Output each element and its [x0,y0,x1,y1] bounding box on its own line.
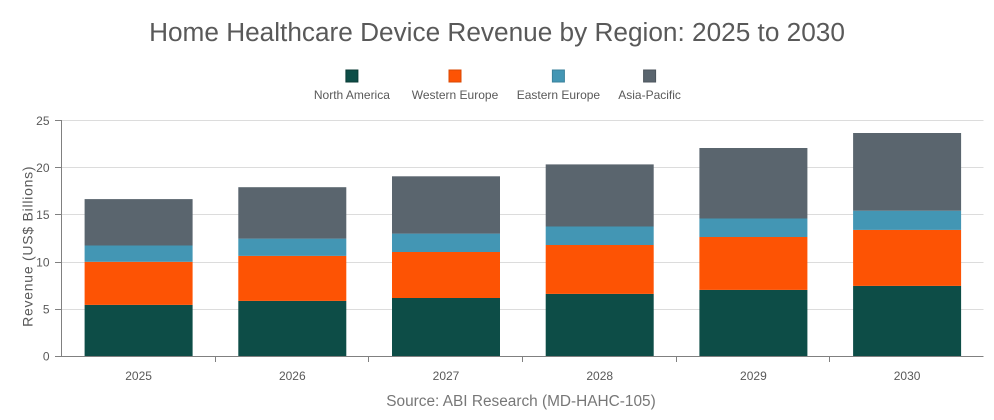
svg-text:15: 15 [36,208,50,222]
svg-text:Source: ABI Research (MD-HAHC-: Source: ABI Research (MD-HAHC-105) [386,393,655,410]
svg-text:0: 0 [43,350,50,364]
svg-text:2027: 2027 [433,369,460,383]
svg-text:10: 10 [36,255,50,269]
svg-text:North America: North America [314,88,390,102]
svg-text:2030: 2030 [894,369,921,383]
svg-text:Revenue (US$ Billions): Revenue (US$ Billions) [20,166,36,327]
svg-text:2028: 2028 [586,369,613,383]
svg-text:Eastern Europe: Eastern Europe [517,88,601,102]
svg-text:25: 25 [36,114,50,128]
svg-text:5: 5 [43,302,50,316]
svg-text:Home Healthcare Device Revenue: Home Healthcare Device Revenue by Region… [149,17,845,47]
svg-text:2029: 2029 [740,369,767,383]
svg-text:20: 20 [36,161,50,175]
svg-text:2026: 2026 [279,369,306,383]
svg-text:Asia-Pacific: Asia-Pacific [618,88,681,102]
svg-text:Western Europe: Western Europe [412,88,499,102]
svg-text:2025: 2025 [125,369,152,383]
